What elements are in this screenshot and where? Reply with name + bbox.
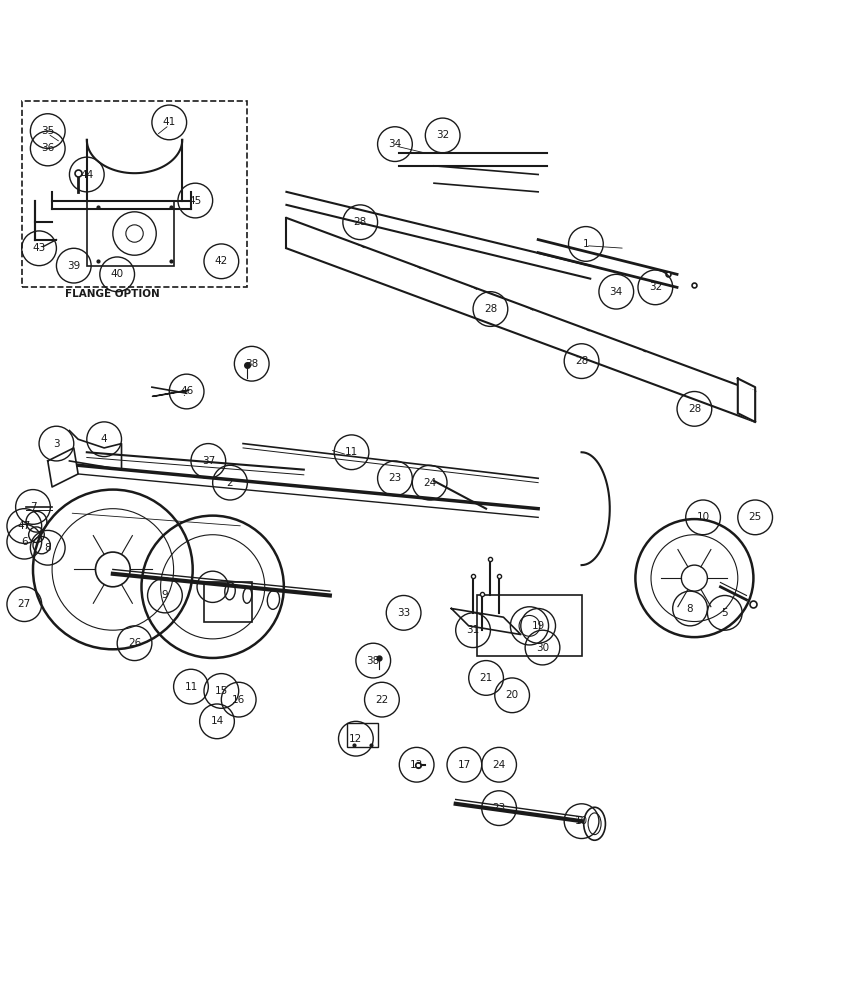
Text: 8: 8 <box>44 543 51 553</box>
Text: 31: 31 <box>466 625 480 635</box>
Text: 46: 46 <box>180 386 194 396</box>
Text: FLANGE OPTION: FLANGE OPTION <box>65 289 160 299</box>
Text: 28: 28 <box>353 217 367 227</box>
Text: 44: 44 <box>80 169 94 180</box>
Text: 43: 43 <box>32 243 46 253</box>
Text: 23: 23 <box>492 803 506 813</box>
Text: 11: 11 <box>184 682 198 692</box>
Text: 17: 17 <box>457 760 471 770</box>
Text: 28: 28 <box>687 404 701 414</box>
Text: 22: 22 <box>375 695 389 705</box>
Text: 20: 20 <box>505 690 519 700</box>
Text: 21: 21 <box>479 673 493 683</box>
Polygon shape <box>286 179 625 266</box>
Text: 8: 8 <box>687 604 694 614</box>
Text: 33: 33 <box>397 608 411 618</box>
Text: 45: 45 <box>188 196 202 206</box>
Bar <box>87 201 174 266</box>
Text: 32: 32 <box>648 282 662 292</box>
Text: 1: 1 <box>582 239 589 249</box>
Text: 30: 30 <box>536 643 549 653</box>
Text: 9: 9 <box>161 590 168 600</box>
Text: 39: 39 <box>67 261 81 271</box>
Text: 23: 23 <box>388 473 402 483</box>
Text: 37: 37 <box>201 456 215 466</box>
Text: 2: 2 <box>227 478 233 488</box>
Text: 10: 10 <box>696 512 710 522</box>
Text: 14: 14 <box>210 716 224 726</box>
Polygon shape <box>48 448 78 487</box>
Text: 4: 4 <box>101 434 108 444</box>
Polygon shape <box>434 166 538 183</box>
Text: 7: 7 <box>30 502 36 512</box>
Text: 28: 28 <box>483 304 497 314</box>
Text: 6: 6 <box>21 537 28 547</box>
Text: 40: 40 <box>110 269 124 279</box>
Text: 24: 24 <box>492 760 506 770</box>
Text: 32: 32 <box>436 130 450 140</box>
Text: 38: 38 <box>366 656 380 666</box>
Text: 5: 5 <box>721 608 728 618</box>
Text: 3: 3 <box>53 439 60 449</box>
Polygon shape <box>738 383 755 422</box>
Polygon shape <box>399 153 547 166</box>
Text: 12: 12 <box>349 734 363 744</box>
Text: 34: 34 <box>388 139 402 149</box>
Text: 10: 10 <box>575 816 589 826</box>
Polygon shape <box>286 218 755 422</box>
Text: 13: 13 <box>410 760 424 770</box>
Text: 47: 47 <box>17 521 31 531</box>
Text: 24: 24 <box>423 478 437 488</box>
Polygon shape <box>451 608 521 635</box>
Text: 26: 26 <box>128 638 141 648</box>
Text: 16: 16 <box>232 695 246 705</box>
Text: 27: 27 <box>17 599 31 609</box>
Text: 38: 38 <box>245 359 259 369</box>
Text: 25: 25 <box>748 512 762 522</box>
Text: 35: 35 <box>41 126 55 136</box>
Polygon shape <box>69 431 122 470</box>
Text: 42: 42 <box>214 256 228 266</box>
Text: 34: 34 <box>609 287 623 297</box>
Text: 36: 36 <box>41 143 55 153</box>
Text: 11: 11 <box>345 447 358 457</box>
Text: 15: 15 <box>214 686 228 696</box>
Text: 28: 28 <box>575 356 589 366</box>
Text: 19: 19 <box>531 621 545 631</box>
Text: 41: 41 <box>162 117 176 127</box>
